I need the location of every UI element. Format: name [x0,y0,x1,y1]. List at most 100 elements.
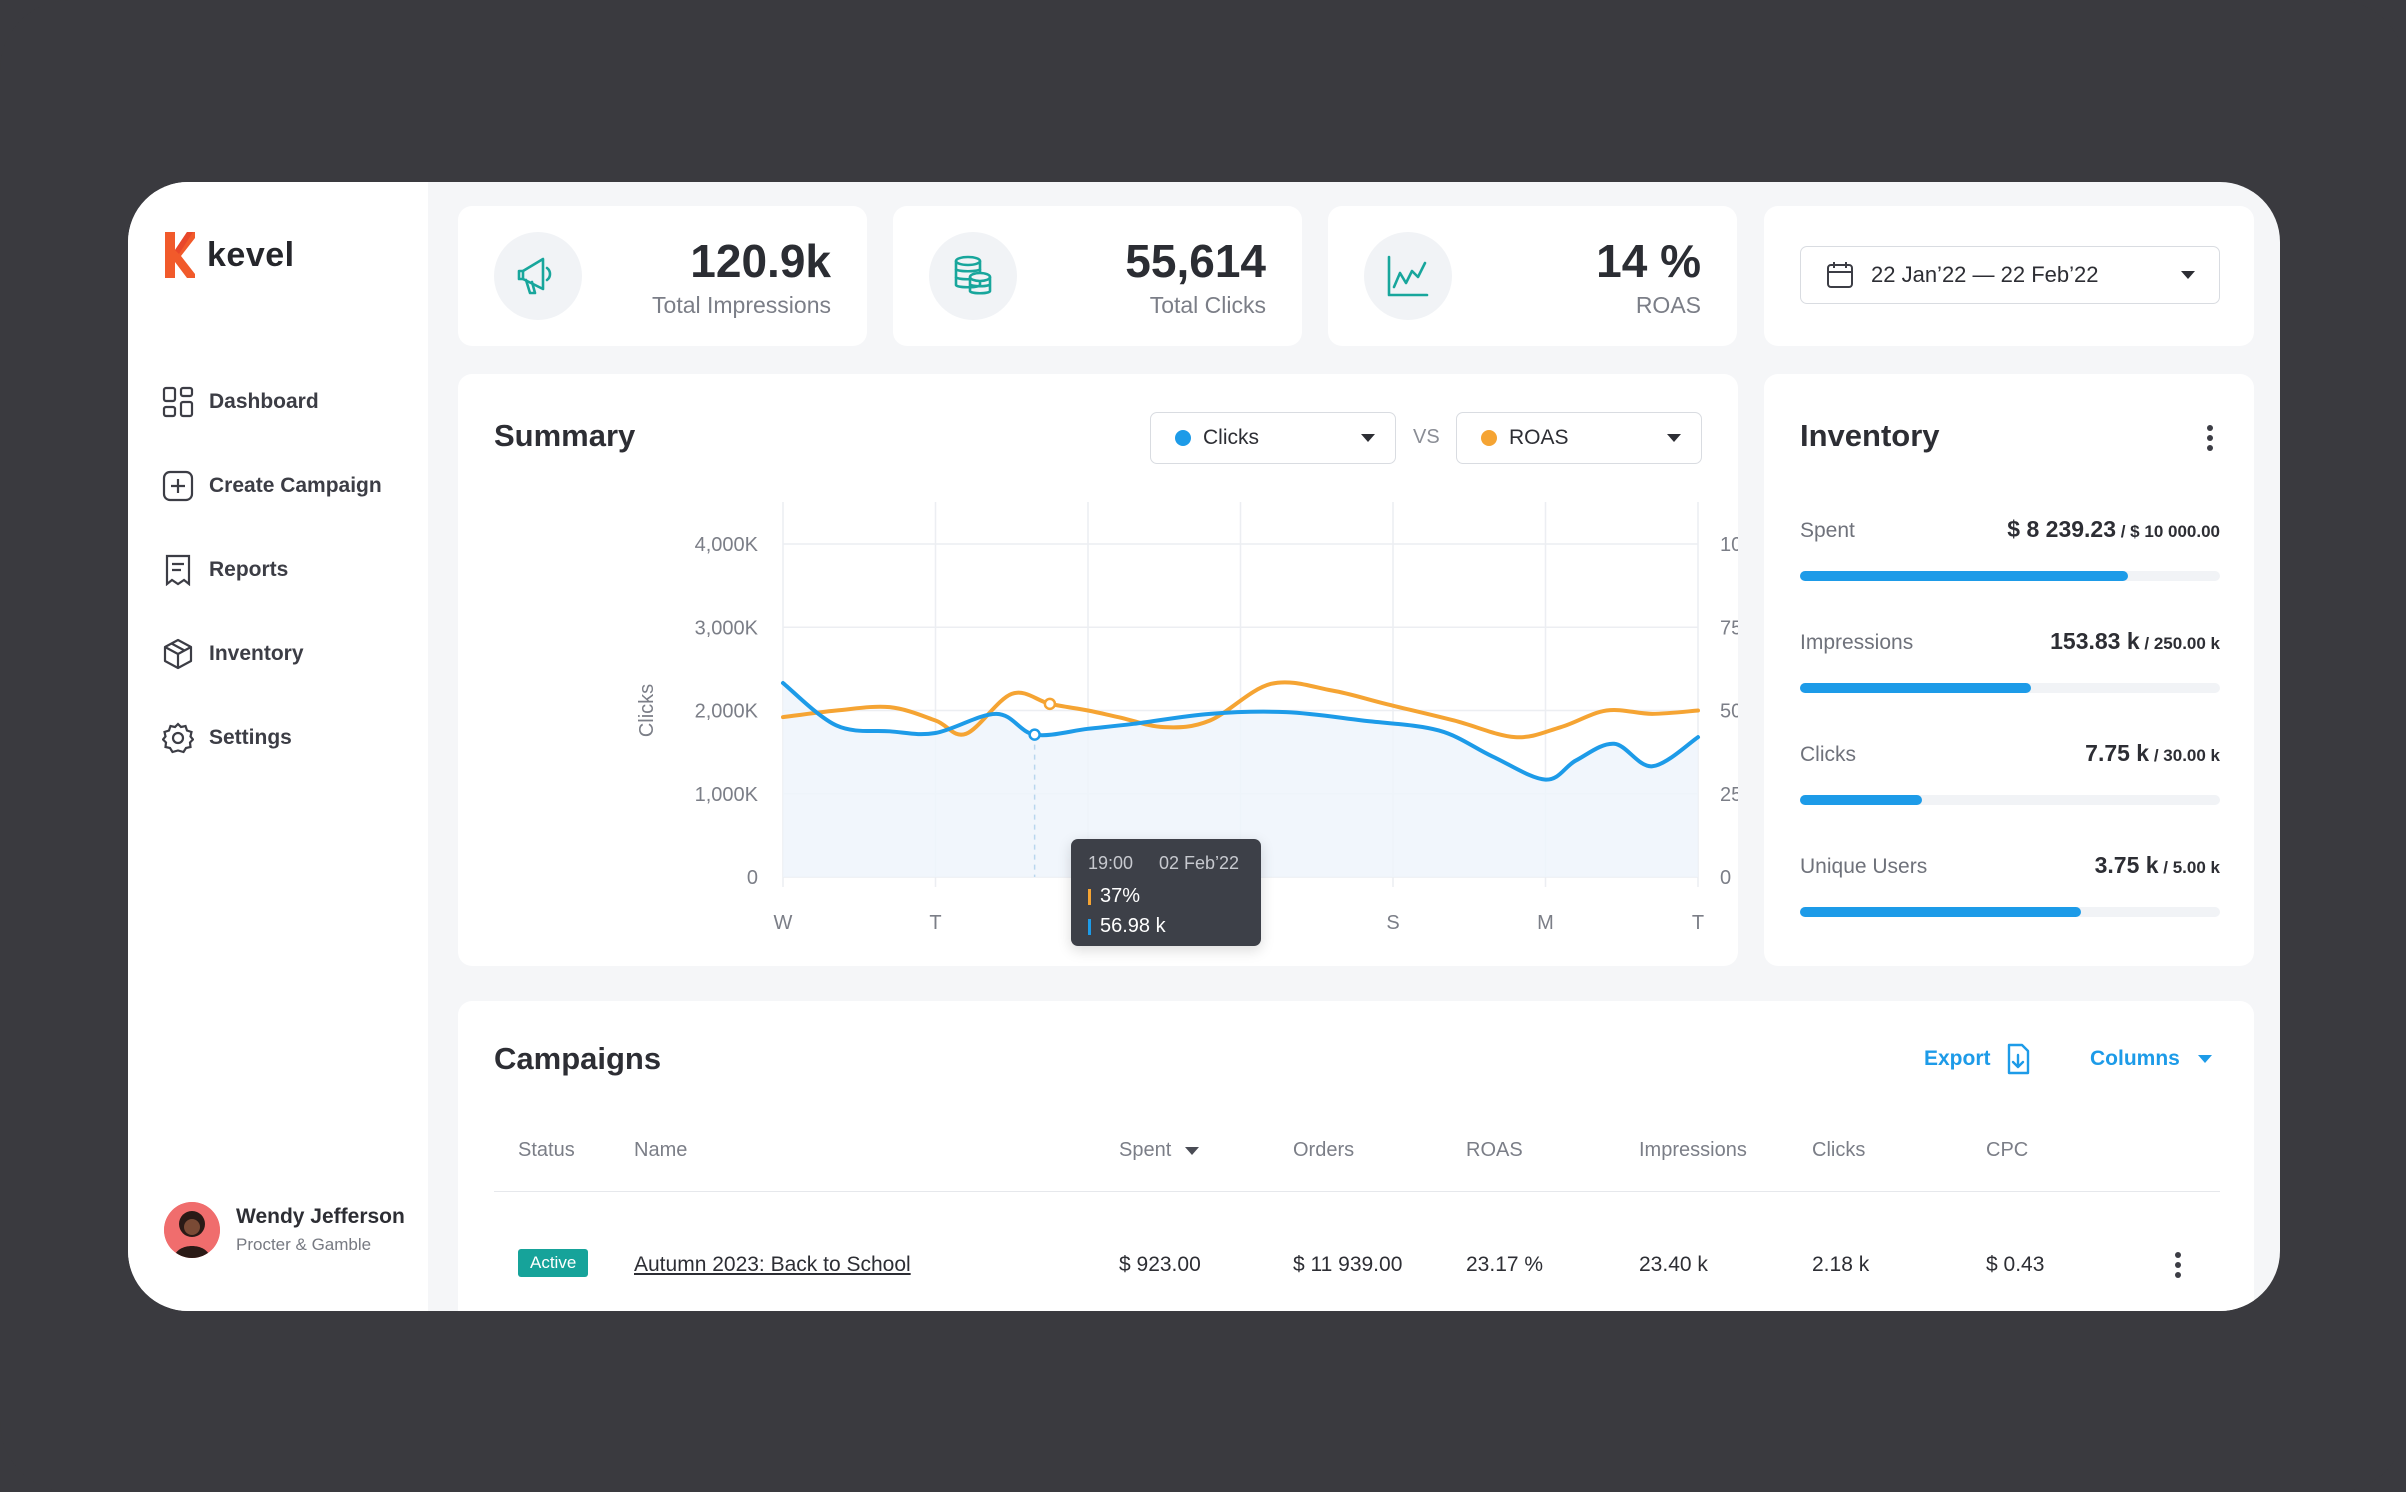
chevron-down-icon [2181,271,2195,279]
y2-tick-label: 50% [1720,701,1738,723]
cell-clicks: 2.18 k [1812,1253,1870,1276]
kpi-label: ROAS [1635,292,1701,318]
column-header-impressions[interactable]: Impressions [1639,1139,1747,1161]
columns-button[interactable]: Columns [2090,1047,2212,1071]
progress-fill [1800,795,1922,805]
kpi-value: 120.9k [690,235,831,287]
progress-fill [1800,907,2082,917]
column-header-name[interactable]: Name [634,1139,688,1161]
column-header-orders[interactable]: Orders [1293,1139,1355,1161]
coins-icon [929,232,1017,320]
campaign-name-link[interactable]: Autumn 2023: Back to School [634,1253,911,1276]
more-vertical-icon[interactable] [2174,1251,2182,1279]
kpi-card-clicks: 55,614 Total Clicks [893,206,1302,346]
date-range-card: 22 Jan’22 — 22 Feb’22 [1764,206,2254,346]
column-header-clicks[interactable]: Clicks [1812,1139,1866,1161]
user-profile[interactable]: Wendy Jefferson Procter & Gamble [164,1202,405,1258]
sort-desc-icon [1185,1146,1200,1155]
summary-chart[interactable]: 4,000K 100% 3,000K 75% 2,000K 50% 1,000K 25% 0 0 W… [458,374,1738,966]
box-icon [162,638,194,670]
inventory-value: 153.83 k [2050,628,2140,654]
y-tick-label: 0 [747,867,758,889]
inventory-card: Inventory Spent $ 8 239.23 / $ 10 000.00… [1764,374,2254,966]
line-chart-icon [1364,232,1452,320]
chevron-down-icon [2197,1055,2212,1063]
cell-spent: $ 923.00 [1119,1253,1201,1276]
column-header-spent[interactable]: Spent [1119,1139,1200,1162]
sidebar-item-label: Reports [209,558,289,581]
inventory-label: Spent [1800,519,1855,542]
file-download-icon [2007,1043,2029,1075]
series-color-dot [1175,430,1191,446]
y2-tick-label: 75% [1720,617,1738,639]
kpi-label: Total Impressions [652,292,831,318]
logo[interactable]: kevel [163,230,295,280]
progress-bar [1800,907,2220,917]
tooltip-roas-row: 37% [1088,885,1140,908]
column-header-cpc[interactable]: CPC [1986,1139,2029,1161]
metric-a-value: Clicks [1203,426,1259,449]
sidebar-item-create-campaign[interactable]: Create Campaign [162,444,382,528]
cell-orders: $ 11 939.00 [1293,1253,1403,1276]
sidebar-item-settings[interactable]: Settings [162,696,382,780]
metric-b-value: ROAS [1509,426,1569,449]
y-tick-label: 3,000K [695,617,759,639]
sidebar-item-label: Create Campaign [209,474,382,497]
sidebar-nav: Dashboard Create Campaign Reports Invent… [162,360,382,780]
date-range-picker[interactable]: 22 Jan’22 — 22 Feb’22 [1800,246,2220,304]
plus-square-icon [162,470,194,502]
gear-icon [162,722,194,754]
kpi-value: 55,614 [1125,235,1266,287]
tooltip-time: 19:00 [1088,853,1134,873]
sidebar-item-label: Settings [209,726,292,749]
x-tick-label: T [1692,912,1704,934]
user-organization: Procter & Gamble [236,1235,372,1254]
progress-fill [1800,683,2031,693]
y2-tick-label: 100% [1720,534,1738,556]
series-marker [1088,918,1091,935]
summary-title: Summary [494,418,636,453]
avatar [164,1202,220,1258]
progress-bar [1800,795,2220,805]
kpi-card-roas: 14 % ROAS [1328,206,1737,346]
campaigns-card: Campaigns Export Columns Status Name Spe… [458,1001,2254,1311]
tooltip-clicks-row: 56.98 k [1088,915,1166,938]
cell-roas: 23.17 % [1466,1253,1544,1276]
series-marker [1088,888,1091,905]
inventory-max: / 5.00 k [2158,858,2220,877]
receipt-icon [162,554,194,586]
chevron-down-icon [1361,434,1375,442]
metric-b-select[interactable]: ROAS [1456,412,1702,464]
export-button[interactable]: Export [1924,1043,2031,1075]
y2-tick-label: 0 [1720,867,1731,889]
sidebar-item-dashboard[interactable]: Dashboard [162,360,382,444]
inventory-max: / 30.00 k [2149,746,2220,765]
column-header-status[interactable]: Status [518,1139,575,1161]
y-axis-label: Clicks [636,684,658,737]
inventory-value: $ 8 239.23 [2007,516,2117,542]
cell-cpc: $ 0.43 [1986,1253,2045,1276]
tooltip-clicks: 56.98 k [1100,915,1166,937]
inventory-label: Impressions [1800,631,1914,654]
x-tick-label: S [1386,912,1399,934]
column-header-roas[interactable]: ROAS [1466,1139,1523,1161]
more-vertical-icon[interactable] [2206,424,2214,452]
metric-a-select[interactable]: Clicks [1150,412,1396,464]
inventory-max: / 250.00 k [2139,634,2220,653]
y-tick-label: 1,000K [695,784,759,806]
kpi-value: 14 % [1596,235,1701,287]
y-tick-label: 4,000K [695,534,759,556]
hover-point-clicks [1028,728,1041,741]
progress-bar [1800,571,2220,581]
cell-impressions: 23.40 k [1639,1253,1708,1276]
export-label: Export [1924,1047,1991,1070]
kpi-label: Total Clicks [1149,292,1266,318]
sidebar-item-reports[interactable]: Reports [162,528,382,612]
sidebar-item-inventory[interactable]: Inventory [162,612,382,696]
kpi-card-impressions: 120.9k Total Impressions [458,206,867,346]
table-divider [494,1191,2220,1192]
progress-bar [1800,683,2220,693]
calendar-icon [1827,262,1853,288]
columns-label: Columns [2090,1047,2180,1070]
